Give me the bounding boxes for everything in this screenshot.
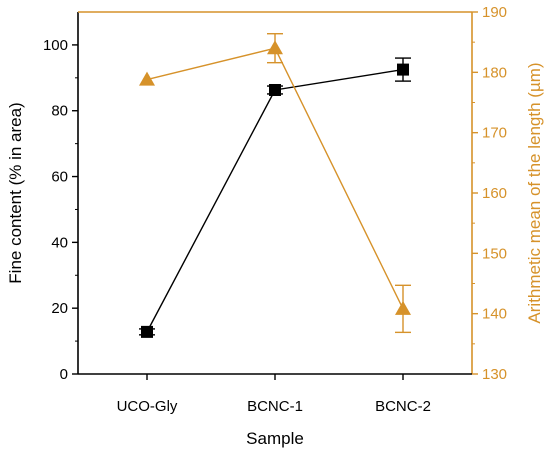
right-y-ticks: 130 140 150 160 170 180 190	[472, 4, 507, 383]
x-tick-label: UCO-Gly	[117, 398, 178, 415]
left-y-tick-label: 80	[51, 103, 68, 120]
left-y-tick-label: 20	[51, 300, 68, 317]
right-y-tick-label: 160	[482, 185, 507, 202]
right-y-tick-label: 190	[482, 4, 507, 21]
right-y-tick-label: 130	[482, 366, 507, 383]
series-layer	[139, 33, 411, 338]
right-y-tick-label: 180	[482, 64, 507, 81]
right-y-tick-label: 170	[482, 125, 507, 142]
series-line	[146, 68, 404, 333]
series-2	[139, 33, 411, 334]
y-axis-title: Fine content (% in area)	[6, 102, 25, 283]
series-1	[139, 57, 411, 338]
plot-frame	[77, 11, 473, 375]
right-y-tick-label: 150	[482, 245, 507, 262]
x-tick-label: BCNC-2	[375, 398, 431, 415]
y2-axis-title: Arithmetic mean of the length (µm)	[525, 62, 544, 323]
data-point-square	[141, 325, 153, 338]
left-y-tick-label: 60	[51, 169, 68, 186]
left-y-tick-label: 100	[43, 37, 68, 54]
left-y-ticks: 0 20 40 60 80 100	[43, 37, 78, 383]
data-point-triangle	[267, 40, 283, 55]
data-point-triangle	[139, 71, 155, 86]
x-ticks: UCO-Gly BCNC-1 BCNC-2	[117, 374, 431, 415]
x-tick-label: BCNC-1	[247, 398, 303, 415]
right-y-tick-label: 140	[482, 306, 507, 323]
data-point-triangle	[395, 300, 411, 315]
data-point-square	[269, 83, 281, 96]
x-axis-title: Sample	[246, 429, 304, 448]
left-y-tick-label: 0	[60, 366, 68, 383]
left-y-tick-label: 40	[51, 234, 68, 251]
data-point-square	[397, 63, 409, 76]
